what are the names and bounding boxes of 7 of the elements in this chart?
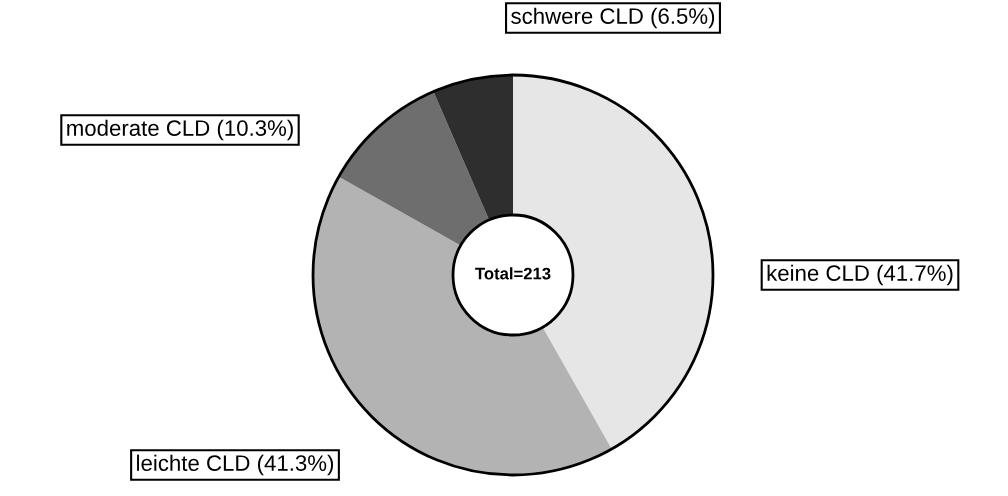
text: Total=213 <box>475 267 551 280</box>
slice-label: moderate CLD (10.3%) <box>67 119 293 141</box>
slice-label: schwere CLD (6.5%) <box>511 7 715 29</box>
donut-slice <box>433 75 513 220</box>
donut-slice <box>338 91 490 246</box>
slice-label: leichte CLD (41.3%) <box>137 454 334 476</box>
slice-label: keine CLD (41.7%) <box>767 264 953 286</box>
